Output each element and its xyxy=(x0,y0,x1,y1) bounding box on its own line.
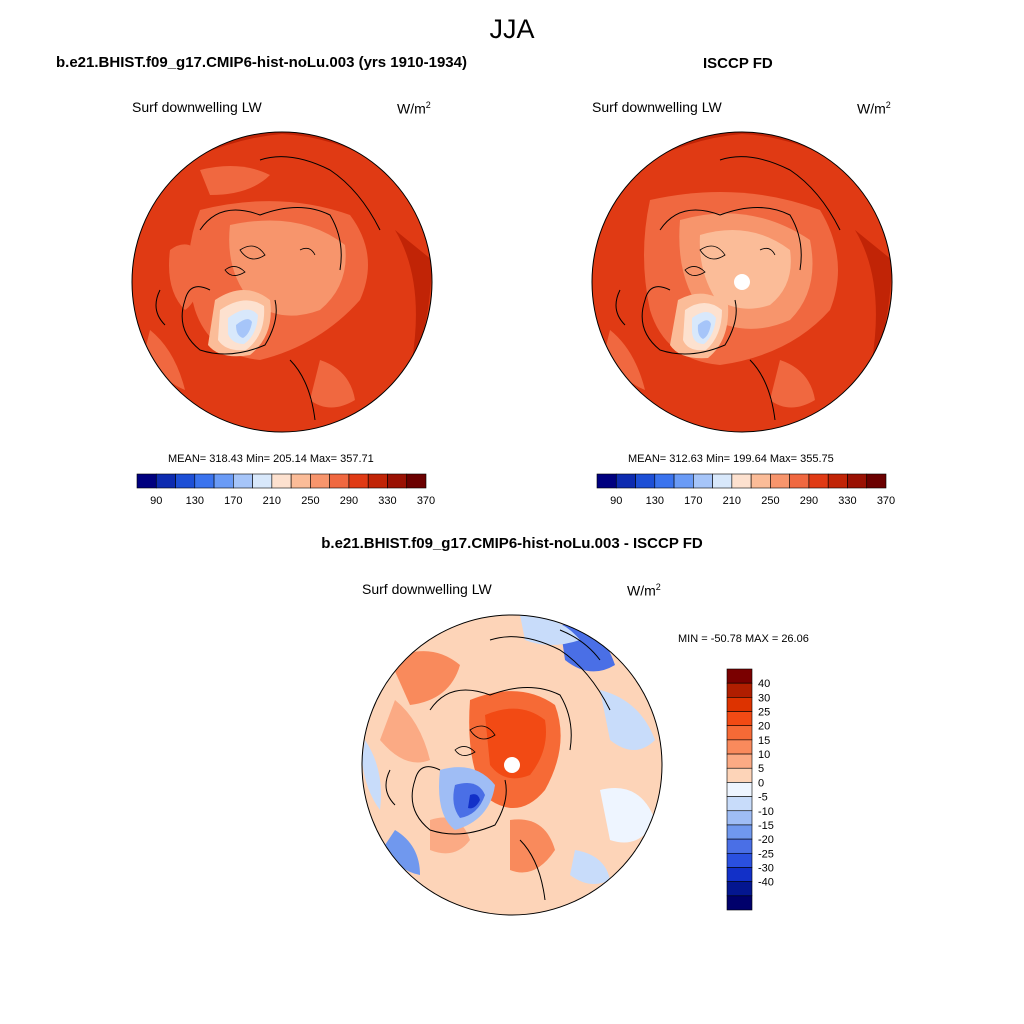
diff-colorbar-box xyxy=(726,810,753,826)
diff-colorbar-box xyxy=(726,782,753,797)
diff-colorbar-box xyxy=(726,767,753,783)
diff-colorbar-box xyxy=(726,895,753,911)
model-colorbar-box xyxy=(367,473,388,489)
model-colorbar-box xyxy=(194,473,215,489)
obs-colorbar-box xyxy=(712,473,733,489)
diff-colorbar-tick-label: -15 xyxy=(758,820,774,832)
diff-colorbar-box xyxy=(726,753,753,769)
diff-colorbar-tick-label: 20 xyxy=(758,721,770,733)
obs-colorbar-box xyxy=(596,473,617,489)
obs-colorbar-box xyxy=(770,473,790,489)
model-colorbar-box xyxy=(348,473,369,489)
diff-colorbar: 40 30 25 20 15 10 5 0 -5 -10 -15 -20 -25 -30 -40 xyxy=(726,668,774,911)
diff-colorbar-box xyxy=(726,824,753,840)
obs-variable-label: Surf downwelling LW xyxy=(592,99,722,115)
model-colorbar-box xyxy=(155,473,176,489)
diff-colorbar-tick-label: 25 xyxy=(758,707,770,719)
obs-colorbar-tick-label: 290 xyxy=(800,495,818,507)
diff-colorbar-tick-label: -20 xyxy=(758,834,774,846)
diff-colorbar-tick-label: 40 xyxy=(758,678,770,690)
model-colorbar: 90 130 170 210 250 290 330 370 xyxy=(136,473,435,507)
obs-colorbar-box xyxy=(615,473,636,489)
diff-colorbar-box xyxy=(726,852,753,868)
obs-colorbar-tick-label: 210 xyxy=(723,495,741,507)
diff-colorbar-tick-label: 0 xyxy=(758,777,764,789)
model-colorbar-tick-label: 250 xyxy=(301,495,319,507)
diff-colorbar-box xyxy=(726,838,753,854)
obs-colorbar-tick-label: 250 xyxy=(761,495,779,507)
diff-colorbar-box xyxy=(726,682,753,698)
obs-colorbar-box xyxy=(789,473,810,489)
diff-stats: MIN = -50.78 MAX = 26.06 xyxy=(678,633,809,645)
diff-colorbar-tick-label: 15 xyxy=(758,735,770,747)
diff-colorbar-box xyxy=(726,739,753,755)
obs-unit-label: W/m2 xyxy=(857,100,891,117)
model-colorbar-box xyxy=(233,473,253,489)
model-colorbar-tick-label: 130 xyxy=(186,495,204,507)
model-colorbar-box xyxy=(136,473,157,489)
model-unit-label: W/m2 xyxy=(397,100,431,117)
obs-colorbar-box xyxy=(731,473,752,489)
season-title: JJA xyxy=(489,14,535,44)
diff-variable-label: Surf downwelling LW xyxy=(362,581,492,597)
obs-map xyxy=(591,131,893,433)
diff-colorbar-tick-label: -40 xyxy=(758,877,774,889)
model-colorbar-tick-label: 290 xyxy=(340,495,358,507)
model-colorbar-tick-label: 210 xyxy=(263,495,281,507)
obs-colorbar-box xyxy=(693,473,713,489)
obs-colorbar: 90 130 170 210 250 290 330 370 xyxy=(596,473,895,507)
obs-colorbar-tick-label: 330 xyxy=(838,495,856,507)
diff-colorbar-box xyxy=(726,796,753,812)
obs-colorbar-box xyxy=(750,473,771,489)
obs-colorbar-box xyxy=(847,473,868,489)
obs-stats: MEAN= 312.63 Min= 199.64 Max= 355.75 xyxy=(628,453,834,465)
obs-colorbar-tick-label: 130 xyxy=(646,495,664,507)
model-colorbar-tick-label: 370 xyxy=(417,495,435,507)
diff-colorbar-tick-label: -10 xyxy=(758,806,774,818)
diff-map xyxy=(361,614,663,916)
model-colorbar-box xyxy=(406,473,427,489)
diff-colorbar-tick-label: -30 xyxy=(758,862,774,874)
diff-unit-label: W/m2 xyxy=(627,582,661,599)
model-colorbar-tick-label: 330 xyxy=(378,495,396,507)
model-colorbar-tick-label: 90 xyxy=(150,495,162,507)
obs-colorbar-tick-label: 90 xyxy=(610,495,622,507)
model-colorbar-box xyxy=(310,473,330,489)
obs-colorbar-box xyxy=(635,473,656,489)
diff-colorbar-tick-label: -25 xyxy=(758,848,774,860)
diff-colorbar-tick-label: 5 xyxy=(758,763,764,775)
model-colorbar-box xyxy=(252,473,273,489)
diff-panel-title: b.e21.BHIST.f09_g17.CMIP6-hist-noLu.003 … xyxy=(321,535,703,552)
model-colorbar-box xyxy=(271,473,292,489)
obs-colorbar-box xyxy=(827,473,848,489)
obs-colorbar-tick-label: 170 xyxy=(684,495,702,507)
model-panel-title: b.e21.BHIST.f09_g17.CMIP6-hist-noLu.003 … xyxy=(56,54,467,71)
model-variable-label: Surf downwelling LW xyxy=(132,99,262,115)
diff-colorbar-box xyxy=(726,725,753,741)
obs-colorbar-tick-label: 370 xyxy=(877,495,895,507)
diff-colorbar-tick-label: 30 xyxy=(758,692,770,704)
model-map xyxy=(131,131,433,433)
obs-panel-title: ISCCP FD xyxy=(703,55,773,72)
obs-colorbar-box xyxy=(866,473,887,489)
diff-colorbar-tick-label: -5 xyxy=(758,792,768,804)
diff-colorbar-box xyxy=(726,711,753,727)
model-stats: MEAN= 318.43 Min= 205.14 Max= 357.71 xyxy=(168,453,374,465)
model-colorbar-box xyxy=(175,473,196,489)
diff-colorbar-box xyxy=(726,881,753,897)
model-colorbar-box xyxy=(213,473,234,489)
model-colorbar-box xyxy=(329,473,350,489)
obs-colorbar-box xyxy=(654,473,675,489)
diff-colorbar-box xyxy=(726,697,753,712)
diff-colorbar-box xyxy=(726,668,753,684)
obs-colorbar-box xyxy=(808,473,829,489)
model-colorbar-box xyxy=(387,473,408,489)
diff-colorbar-tick-label: 10 xyxy=(758,749,770,761)
model-colorbar-tick-label: 170 xyxy=(224,495,242,507)
model-colorbar-box xyxy=(290,473,311,489)
diff-colorbar-box xyxy=(726,867,753,882)
obs-colorbar-box xyxy=(673,473,694,489)
